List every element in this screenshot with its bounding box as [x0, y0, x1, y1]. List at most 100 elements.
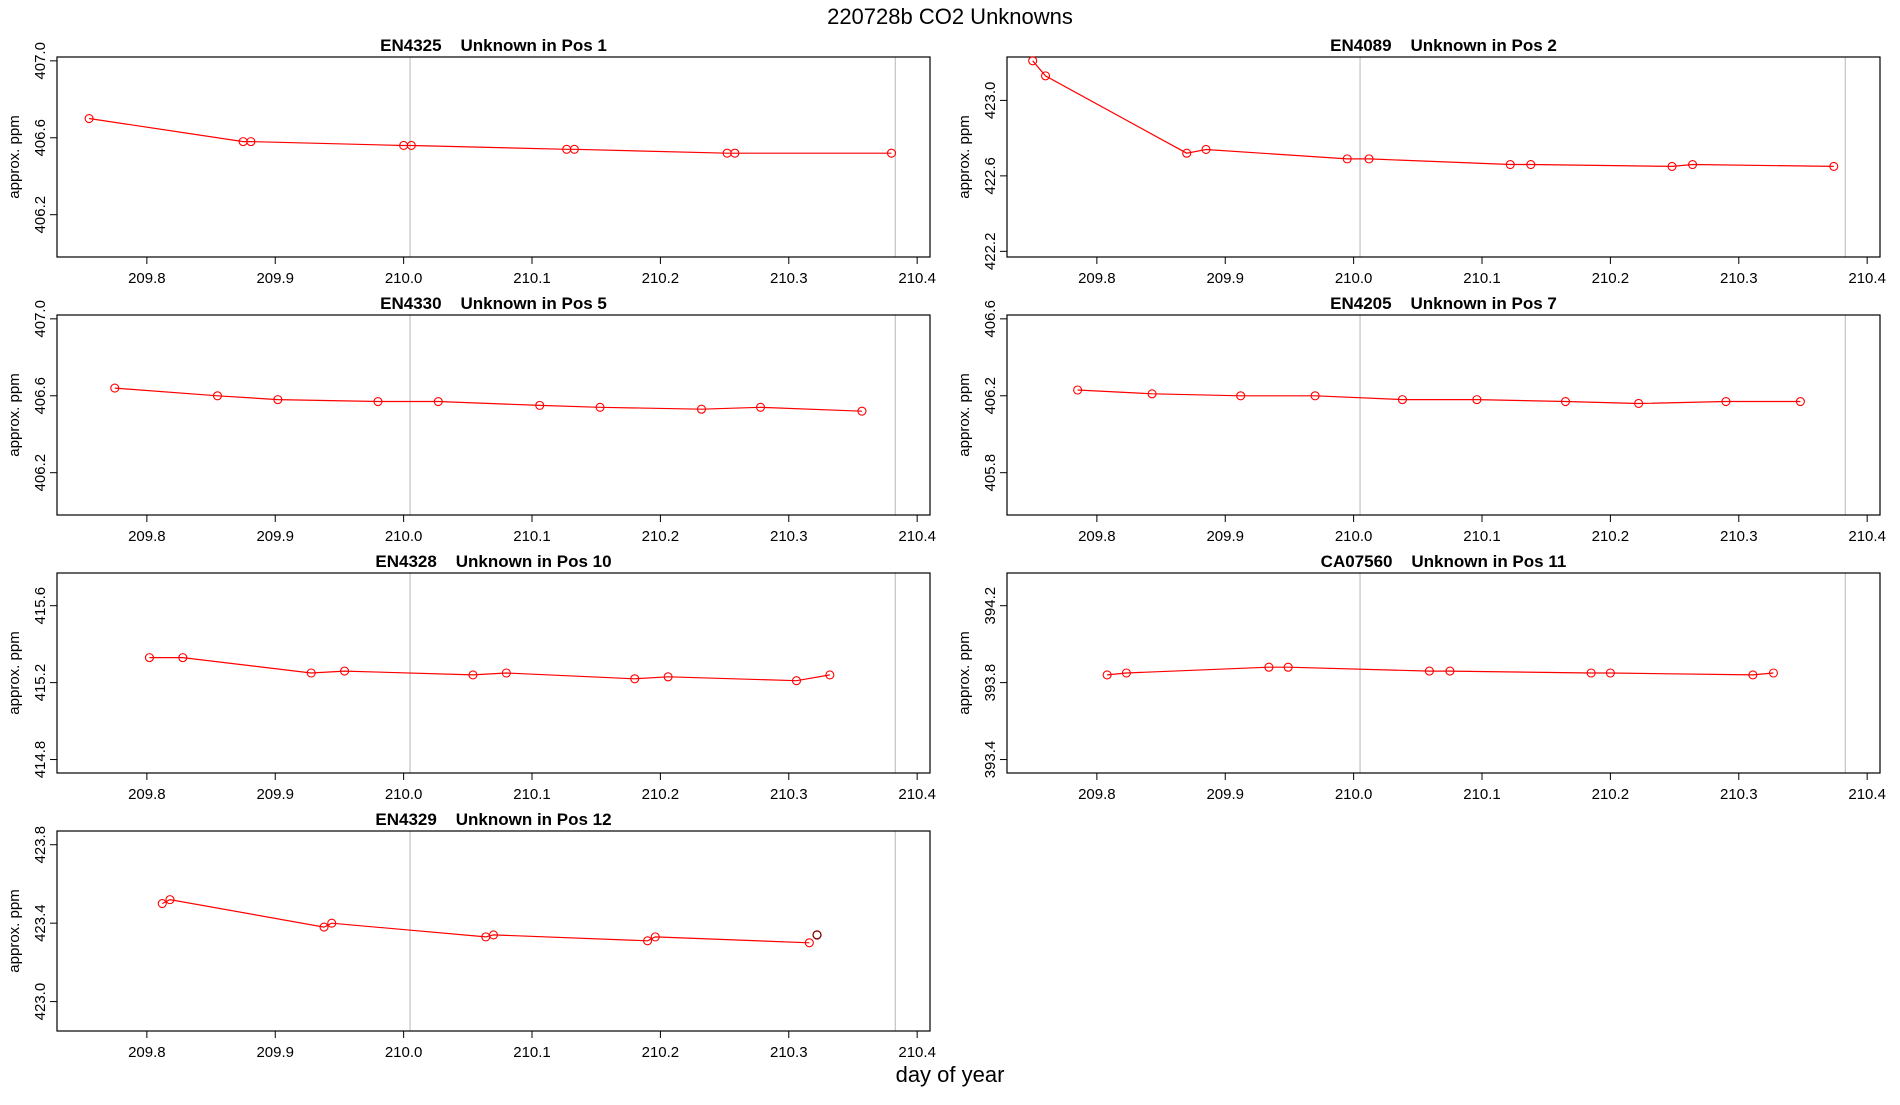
data-point — [246, 137, 256, 147]
x-tick-label: 210.4 — [1848, 786, 1886, 803]
y-tick-label: 405.8 — [982, 454, 999, 492]
panel-title: EN4089 Unknown in Pos 2 — [1330, 36, 1557, 55]
y-tick-label: 415.2 — [32, 664, 49, 702]
data-point — [1505, 159, 1515, 170]
data-point — [595, 402, 605, 412]
x-tick-label: 210.3 — [770, 1044, 808, 1061]
y-tick-label: 407.0 — [32, 42, 49, 80]
y-tick-label: 407.0 — [32, 300, 49, 338]
data-point — [1829, 161, 1839, 171]
y-tick-label: 422.2 — [982, 233, 999, 271]
data-point — [178, 653, 188, 663]
data-point — [1236, 391, 1246, 401]
x-tick-label: 210.0 — [385, 270, 423, 287]
y-tick-label: 415.6 — [32, 587, 49, 625]
x-tick-label: 210.4 — [898, 528, 936, 545]
panel-title: EN4329 Unknown in Pos 12 — [375, 810, 611, 829]
data-point — [1472, 395, 1482, 405]
data-point — [1748, 670, 1758, 680]
x-tick-label: 210.1 — [513, 528, 551, 545]
plot-frame — [1006, 56, 1881, 258]
y-tick-label: 423.0 — [982, 82, 999, 120]
x-tick-label: 209.8 — [1078, 528, 1116, 545]
data-point — [1073, 385, 1083, 395]
data-point — [84, 113, 94, 124]
x-tick-label: 210.2 — [1592, 528, 1630, 545]
data-point — [306, 668, 316, 678]
x-tick-label: 210.0 — [1335, 270, 1373, 287]
x-tick-label: 209.8 — [1078, 786, 1116, 803]
data-point — [1768, 668, 1778, 678]
data-point — [791, 676, 802, 686]
data-point — [1397, 395, 1407, 405]
data-point — [857, 406, 867, 416]
y-tick-label: 406.6 — [982, 300, 999, 338]
panel-title: EN4325 Unknown in Pos 1 — [380, 36, 607, 55]
y-tick-label: 414.8 — [32, 741, 49, 779]
y-axis-label: approx. ppm — [6, 115, 23, 198]
highlighted-data-point — [812, 930, 822, 940]
data-point — [730, 148, 740, 158]
x-tick-label: 210.2 — [642, 270, 680, 287]
data-point — [1688, 159, 1698, 170]
x-tick-label: 210.0 — [1335, 786, 1373, 803]
data-point — [1201, 144, 1211, 155]
x-tick-label: 209.9 — [1206, 270, 1244, 287]
data-point — [406, 140, 416, 151]
x-axis-label: day of year — [895, 1062, 1005, 1087]
x-tick-label: 210.3 — [770, 270, 808, 287]
data-point — [755, 402, 766, 412]
data-point — [1605, 668, 1615, 678]
data-point — [1121, 668, 1131, 678]
y-tick-label: 406.6 — [32, 377, 49, 415]
x-tick-label: 210.2 — [1592, 786, 1630, 803]
x-tick-label: 210.3 — [770, 528, 808, 545]
x-tick-label: 210.0 — [1335, 528, 1373, 545]
data-point — [535, 400, 545, 410]
x-tick-label: 210.3 — [1720, 528, 1758, 545]
series-line — [162, 898, 810, 944]
plot-frame — [56, 830, 931, 1032]
data-point — [212, 391, 223, 401]
y-tick-label: 423.4 — [32, 904, 49, 942]
y-tick-label: 423.8 — [32, 826, 49, 864]
data-point — [165, 895, 175, 905]
data-point — [825, 670, 835, 680]
data-point — [373, 396, 383, 407]
series-line — [1077, 389, 1801, 405]
panel-1: EN4325 Unknown in Pos 1 209.8 209.9 210.0 21… — [6, 36, 936, 287]
data-point — [1310, 391, 1320, 401]
data-point — [1264, 662, 1274, 672]
data-point — [1283, 662, 1293, 672]
data-point — [433, 396, 443, 407]
y-tick-label: 393.4 — [982, 741, 999, 779]
x-tick-label: 210.4 — [898, 270, 936, 287]
panel-5: EN4328 Unknown in Pos 10 209.8 209.9 210.0 2… — [6, 552, 936, 803]
x-tick-label: 209.9 — [256, 528, 294, 545]
data-point — [157, 898, 167, 909]
x-tick-label: 210.2 — [642, 1044, 680, 1061]
y-tick-label: 394.2 — [982, 587, 999, 625]
y-tick-label: 406.2 — [32, 454, 49, 492]
x-tick-label: 210.0 — [385, 786, 423, 803]
panel-3: EN4330 Unknown in Pos 5 209.8 209.9 210.0 21… — [6, 294, 936, 545]
data-point — [1364, 154, 1374, 164]
y-tick-label: 393.8 — [982, 664, 999, 702]
series-line — [149, 656, 831, 682]
panel-6: CA07560 Unknown in Pos 11 209.8 209.9 210.0… — [956, 552, 1886, 803]
data-point — [569, 144, 579, 154]
x-tick-label: 210.2 — [1592, 270, 1630, 287]
data-point — [1795, 396, 1805, 407]
panel-title: CA07560 Unknown in Pos 11 — [1321, 552, 1567, 571]
data-point — [1040, 71, 1051, 81]
x-tick-label: 210.3 — [770, 786, 808, 803]
data-point — [340, 666, 350, 676]
data-point — [1028, 56, 1038, 66]
panel-title: EN4205 Unknown in Pos 7 — [1330, 294, 1557, 313]
x-tick-label: 210.4 — [1848, 270, 1886, 287]
x-tick-label: 209.9 — [256, 270, 294, 287]
data-point — [488, 930, 499, 940]
x-tick-label: 210.1 — [1463, 786, 1501, 803]
figure-title: 220728b CO2 Unknowns — [827, 4, 1073, 29]
